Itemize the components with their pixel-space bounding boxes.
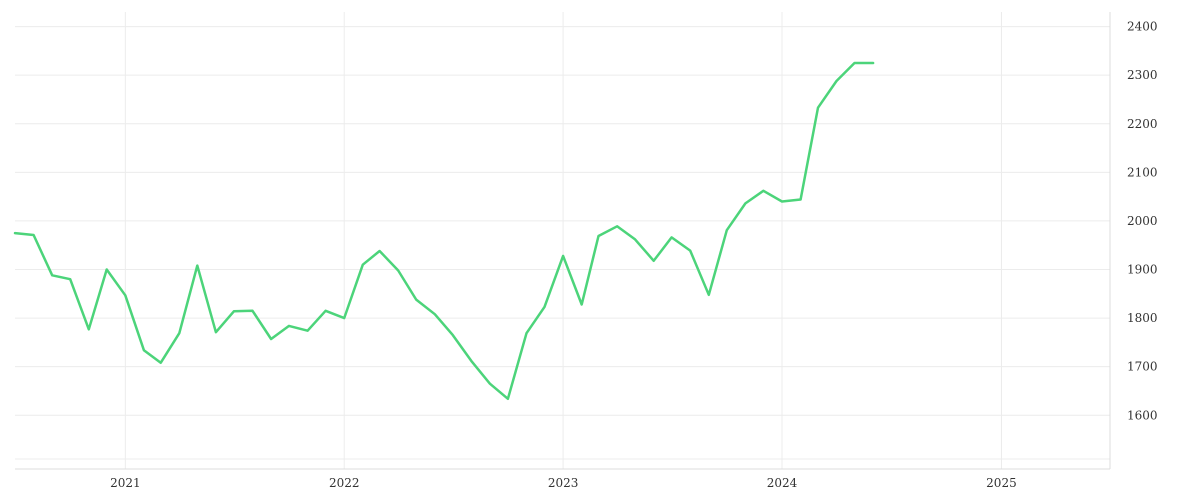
x-tick-label-2025: 2025 bbox=[986, 476, 1017, 490]
y-tick-label-1700: 1700 bbox=[1127, 360, 1158, 374]
vertical-gridlines bbox=[124, 12, 1002, 469]
y-tick-label-1900: 1900 bbox=[1127, 263, 1158, 277]
x-tick-label-2023: 2023 bbox=[548, 476, 579, 490]
y-tick-label-2200: 2200 bbox=[1127, 117, 1158, 131]
y-tick-label-2000: 2000 bbox=[1127, 214, 1158, 228]
y-tick-label-2400: 2400 bbox=[1127, 20, 1158, 34]
x-tick-labels: 2021 2022 2023 2024 2025 bbox=[110, 476, 1017, 490]
y-tick-label-1600: 1600 bbox=[1127, 408, 1158, 422]
series-group bbox=[13, 61, 875, 401]
y-tick-label-2100: 2100 bbox=[1127, 165, 1158, 179]
x-tick-label-2021: 2021 bbox=[110, 476, 141, 490]
series-line-0 bbox=[13, 61, 875, 401]
y-tick-label-2300: 2300 bbox=[1127, 68, 1158, 82]
x-tick-label-2024: 2024 bbox=[767, 476, 798, 490]
x-tick-label-2022: 2022 bbox=[329, 476, 360, 490]
y-tick-labels: 1600 1700 1800 1900 2000 2100 2200 2300 2400 bbox=[1127, 20, 1158, 423]
y-tick-label-1800: 1800 bbox=[1127, 311, 1158, 325]
horizontal-gridlines bbox=[15, 26, 1110, 460]
